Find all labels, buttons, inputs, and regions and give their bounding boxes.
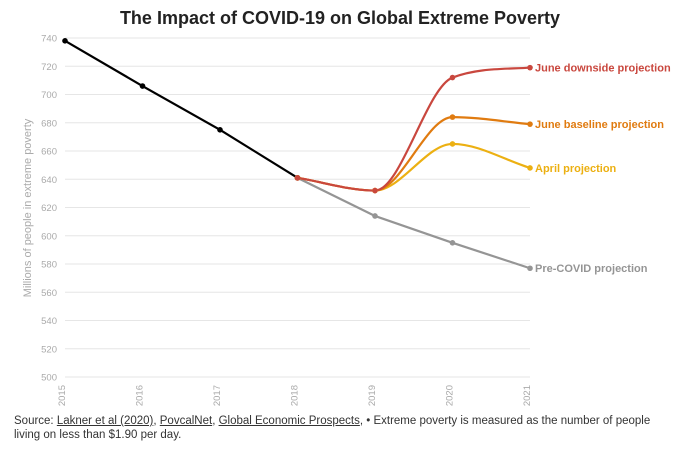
data-point	[372, 187, 378, 194]
source-note: Source: Lakner et al (2020), PovcalNet, …	[14, 414, 666, 442]
y-tick-label: 640	[41, 175, 57, 186]
data-point	[449, 141, 456, 147]
data-point	[449, 114, 456, 120]
data-point	[217, 127, 223, 133]
poverty-line-chart: 500520540560580600620640660680700720740 …	[22, 34, 671, 407]
y-tick-label: 560	[41, 288, 57, 299]
source-sep: ,	[153, 415, 160, 427]
link-lakner-2020[interactable]: Lakner et al (2020)	[56, 415, 154, 427]
x-tick-label: 2017	[212, 385, 223, 406]
x-axis-ticks: 2015 2016 2017 2018 2019 2020 2021	[57, 385, 533, 406]
data-point	[449, 74, 456, 81]
series-label: June baseline projection	[535, 119, 664, 131]
y-tick-label: 660	[41, 147, 57, 158]
source-sep: ,	[212, 415, 219, 427]
data-point	[527, 265, 533, 272]
y-tick-label: 520	[41, 344, 57, 355]
source-prefix: Source:	[14, 415, 57, 427]
data-point	[527, 121, 533, 127]
data-point	[62, 38, 68, 44]
x-tick-label: 2020	[445, 385, 456, 406]
series-label: April projection	[535, 163, 617, 175]
y-tick-label: 580	[41, 260, 57, 271]
y-tick-label: 740	[41, 34, 57, 45]
x-tick-label: 2021	[522, 385, 533, 406]
y-tick-label: 620	[41, 203, 57, 214]
x-tick-label: 2015	[57, 385, 68, 406]
data-point	[527, 64, 533, 71]
y-tick-label: 720	[41, 62, 57, 73]
y-tick-label: 680	[41, 118, 57, 129]
x-tick-label: 2019	[367, 385, 378, 406]
y-tick-label: 600	[41, 231, 57, 242]
link-povcalnet[interactable]: PovcalNet	[159, 415, 213, 427]
y-tick-label: 540	[41, 316, 57, 327]
link-global-economic-prospects[interactable]: Global Economic Prospects	[218, 415, 360, 427]
data-point	[139, 83, 146, 89]
data-point	[449, 240, 456, 246]
series-line	[296, 66, 532, 192]
data-point	[527, 165, 533, 171]
gridlines	[65, 37, 530, 378]
y-tick-label: 500	[41, 373, 57, 384]
series-points	[62, 38, 533, 272]
series-end-labels: Pre-COVID projection April projection June…	[535, 63, 671, 276]
series-label: Pre-COVID projection	[535, 263, 648, 275]
y-axis-ticks: 500 520 540 560 580 600 620 640 660 680 700 720 740	[41, 34, 57, 384]
x-tick-label: 2018	[290, 385, 301, 406]
series-line	[296, 176, 532, 270]
y-tick-label: 700	[41, 90, 57, 101]
x-tick-label: 2016	[135, 385, 146, 406]
series-line	[63, 39, 299, 179]
data-point	[372, 213, 378, 219]
source-suffix: , • Extreme poverty is measured as the n…	[14, 415, 651, 441]
chart-title: The Impact of COVID-19 on Global Extreme…	[119, 8, 561, 28]
series-label: June downside projection	[535, 63, 671, 75]
series-lines	[63, 39, 532, 270]
y-axis-label: Millions of people in extreme poverty	[22, 118, 34, 297]
data-point	[294, 175, 301, 181]
